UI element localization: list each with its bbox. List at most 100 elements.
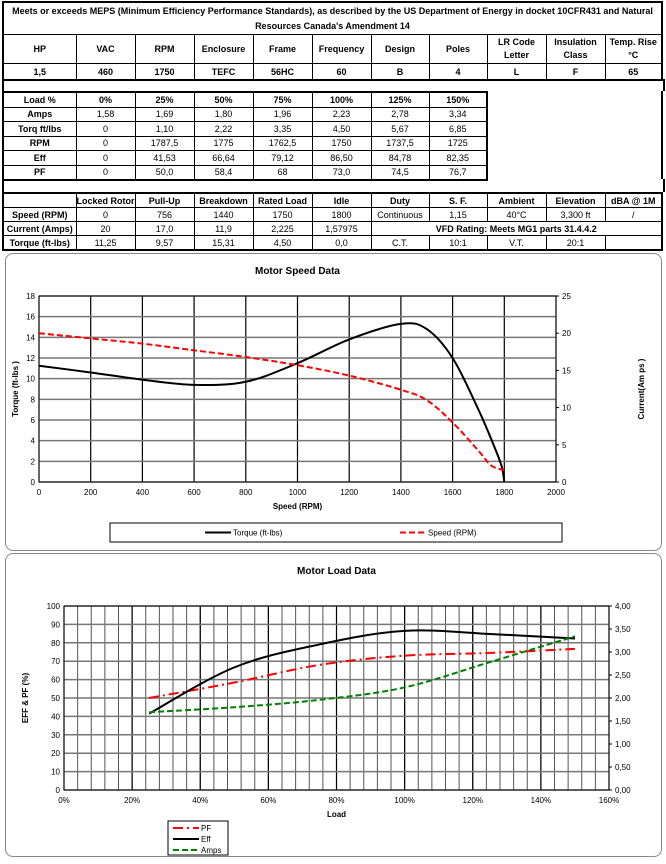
table-row: Speed (RPM) 0 756 1440 1750 1800 Continuous 1,1… xyxy=(2,207,663,222)
table-cell: 10:1 xyxy=(428,235,488,251)
y-tick-label: 40 xyxy=(51,712,60,721)
table-cell: 25% xyxy=(134,91,195,108)
table-cell: 0 xyxy=(75,207,136,222)
x-tick-label: 800 xyxy=(239,488,253,497)
y-tick-label: 18 xyxy=(26,292,35,301)
vfd-rating: VFD Rating: Meets MG1 parts 31.4.4.2 xyxy=(370,221,663,236)
table-cell: Insulation Class xyxy=(545,34,606,64)
table-cell: Load % xyxy=(2,91,77,108)
y-tick-label: 60 xyxy=(51,676,60,685)
table-cell: Frequency xyxy=(311,34,372,64)
motor-speed-chart: Motor Speed Data 0 200 400 600 800 1000 1200 140… xyxy=(5,253,662,551)
table-cell: 100% xyxy=(311,91,372,108)
plot-area xyxy=(38,295,557,483)
table-cell: 3,35 xyxy=(252,121,313,137)
table-cell: S. F. xyxy=(428,192,488,208)
y-tick-label: 30 xyxy=(51,731,60,740)
table-cell: 1440 xyxy=(193,207,254,222)
legend-label: PF xyxy=(201,824,211,833)
y2-tick-label: 25 xyxy=(562,292,571,301)
table-cell: Locked Rotor xyxy=(75,192,136,208)
y2-tick-label: 10 xyxy=(562,404,571,413)
table-cell: 0% xyxy=(75,91,136,108)
y-tick-label: 50 xyxy=(51,694,60,703)
y2-tick-label: 20 xyxy=(562,329,571,338)
y2-tick-label: 1,00 xyxy=(615,740,631,749)
y-tick-label: 0 xyxy=(56,786,61,795)
table-cell: 1750 xyxy=(252,207,313,222)
table-cell: Rated Load xyxy=(252,192,313,208)
table-cell: 20:1 xyxy=(545,235,606,251)
y2-tick-label: 15 xyxy=(562,366,571,375)
table-cell: 1800 xyxy=(311,207,372,222)
x-tick-label: 1200 xyxy=(340,488,358,497)
legend-label: Eff xyxy=(201,835,211,844)
table-row: Torq ft/lbs 0 1,10 2,22 3,35 4,50 5,67 6,85 xyxy=(2,121,488,137)
y-axis-label: EFF & PF (%) xyxy=(21,673,30,724)
table-cell: Current (Amps) xyxy=(2,221,77,236)
table-cell: Speed (RPM) xyxy=(2,207,77,222)
table-cell: 125% xyxy=(370,91,430,108)
x-tick-label: 400 xyxy=(136,488,150,497)
x-tick-label: 1600 xyxy=(444,488,462,497)
table-cell: 50% xyxy=(193,91,254,108)
table-row: Load % 0% 25% 50% 75% 100% 125% 150% xyxy=(2,91,488,108)
performance-table: Locked Rotor Pull-Up Breakdown Rated Load Id… xyxy=(2,192,663,251)
table-cell: 1,96 xyxy=(252,106,313,122)
x-axis-label: Load xyxy=(327,810,346,819)
x-tick-label: 0% xyxy=(58,796,70,805)
y2-tick-label: 3,50 xyxy=(615,625,631,634)
spacer xyxy=(2,179,665,192)
table-cell: 1737,5 xyxy=(370,135,430,151)
table-cell: 82,35 xyxy=(428,150,488,166)
table-cell: 0 xyxy=(75,121,136,137)
y-tick-label: 4 xyxy=(31,437,36,446)
table-cell: 0,0 xyxy=(311,235,372,251)
table-cell: Poles xyxy=(428,34,488,64)
table-cell: 17,0 xyxy=(134,221,195,236)
table-cell: 460 xyxy=(75,63,136,81)
table-cell: 2,23 xyxy=(311,106,372,122)
x-tick-label: 100% xyxy=(394,796,414,805)
table-cell: 68 xyxy=(252,164,313,181)
table-cell: 1,57975 xyxy=(311,221,372,236)
x-tick-label: 600 xyxy=(187,488,201,497)
spacer xyxy=(488,91,663,179)
table-cell: Continuous xyxy=(370,207,430,222)
y-tick-label: 0 xyxy=(31,478,36,487)
table-cell: 20 xyxy=(75,221,136,236)
table-cell: Eff xyxy=(2,150,77,166)
table-cell: 6,85 xyxy=(428,121,488,137)
y-tick-label: 80 xyxy=(51,639,60,648)
table-cell: dBA @ 1M xyxy=(604,192,663,208)
x-tick-label: 60% xyxy=(260,796,276,805)
y-tick-label: 10 xyxy=(51,768,60,777)
y2-tick-label: 1,50 xyxy=(615,717,631,726)
table-cell: Amps xyxy=(2,106,77,122)
table-cell: RPM xyxy=(2,135,77,151)
table-row: Eff 0 41,53 66,64 79,12 86,50 84,78 82,35 xyxy=(2,150,488,166)
y-tick-label: 70 xyxy=(51,657,60,666)
table-cell: 4 xyxy=(428,63,488,81)
table-row: PF 0 50,0 58,4 68 73,0 74,5 76,7 xyxy=(2,164,488,181)
table-cell: 2,22 xyxy=(193,121,254,137)
specs-table: Meets or exceeds MEPS (Minimum Efficienc… xyxy=(2,1,663,81)
x-tick-label: 1800 xyxy=(495,488,513,497)
y2-tick-label: 2,00 xyxy=(615,694,631,703)
y-tick-label: 8 xyxy=(31,395,36,404)
x-tick-label: 40% xyxy=(192,796,208,805)
table-cell: 75% xyxy=(252,91,313,108)
table-cell: 1,69 xyxy=(134,106,195,122)
table-row: Locked Rotor Pull-Up Breakdown Rated Load Id… xyxy=(2,192,663,208)
table-cell: LR Code Letter xyxy=(486,34,547,64)
table-cell: VAC xyxy=(75,34,136,64)
x-tick-label: 20% xyxy=(124,796,140,805)
x-tick-label: 80% xyxy=(328,796,344,805)
plot-area xyxy=(63,605,610,791)
y2-tick-label: 2,50 xyxy=(615,671,631,680)
table-cell: / xyxy=(604,207,663,222)
table-cell: V.T. xyxy=(486,235,547,251)
x-tick-label: 140% xyxy=(531,796,551,805)
table-row: Torque (ft-lbs) 11,25 9,57 15,31 4,50 0,0 C.T.… xyxy=(2,235,663,251)
table-cell: 11,25 xyxy=(75,235,136,251)
